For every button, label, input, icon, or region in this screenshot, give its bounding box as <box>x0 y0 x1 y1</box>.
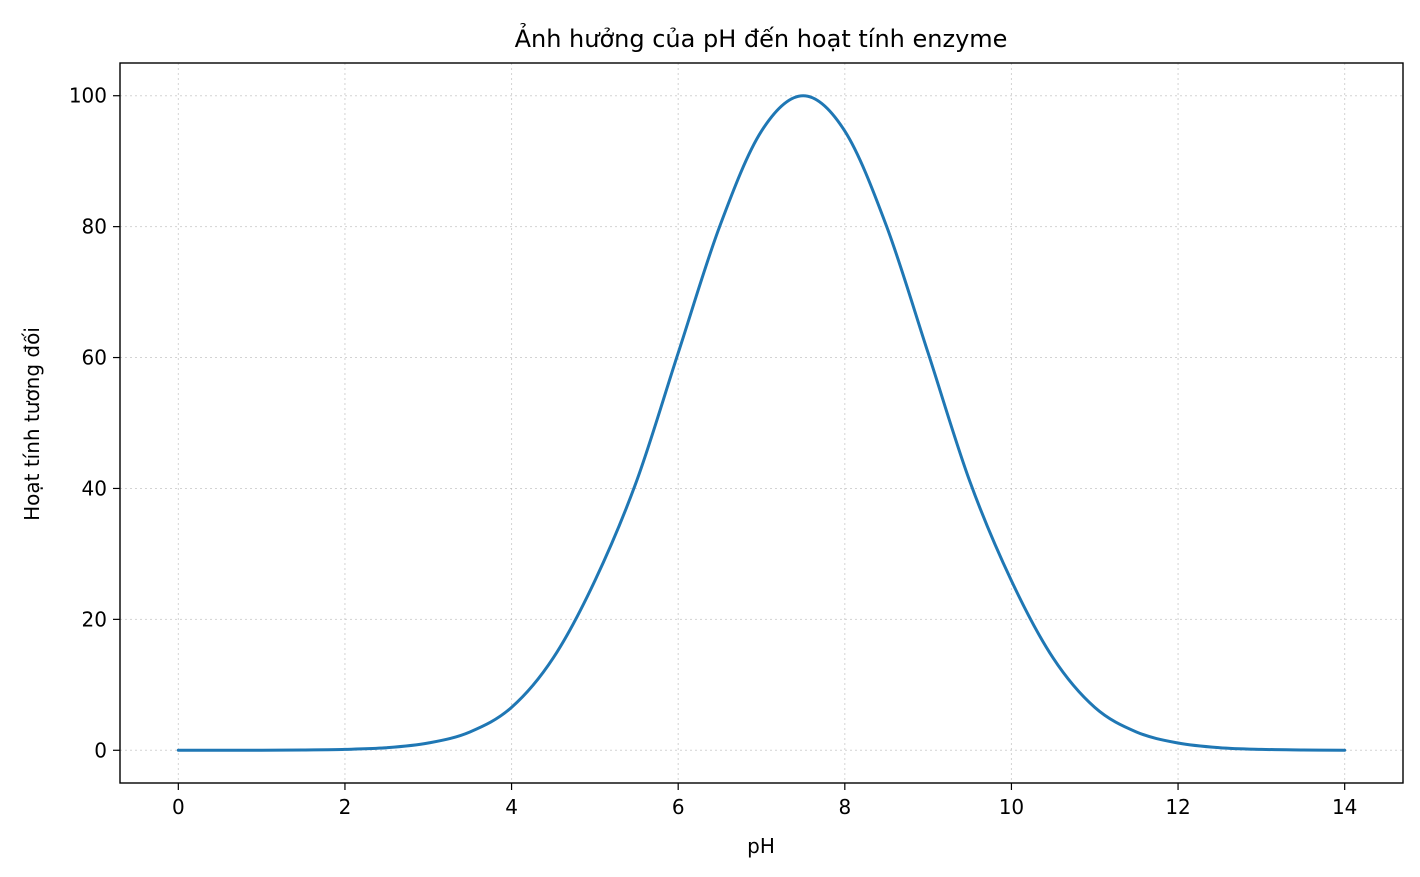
y-tick-label: 0 <box>94 738 107 762</box>
x-tick-label: 12 <box>1165 795 1190 819</box>
x-tick-label: 8 <box>838 795 851 819</box>
x-tick-label: 0 <box>172 795 185 819</box>
x-tick-label: 4 <box>505 795 518 819</box>
x-axis-ticks: 0 2 4 6 8 10 12 14 <box>172 783 1357 819</box>
chart-title: Ảnh hưởng của pH đến hoạt tính enzyme <box>515 22 1008 53</box>
grid <box>120 63 1403 783</box>
y-tick-label: 20 <box>82 607 107 631</box>
x-tick-label: 14 <box>1332 795 1357 819</box>
x-tick-label: 2 <box>339 795 352 819</box>
y-tick-label: 80 <box>82 215 107 239</box>
y-axis-title: Hoạt tính tương đối <box>20 327 44 521</box>
x-tick-label: 6 <box>672 795 685 819</box>
x-axis-title: pH <box>747 834 775 858</box>
x-tick-label: 10 <box>999 795 1024 819</box>
y-axis-ticks: 0 20 40 60 80 100 <box>69 84 120 762</box>
series-layer <box>176 94 1347 752</box>
y-tick-label: 100 <box>69 84 107 108</box>
y-tick-label: 40 <box>82 476 107 500</box>
y-tick-label: 60 <box>82 346 107 370</box>
series-line <box>176 94 1347 752</box>
plot-frame <box>119 62 1404 784</box>
